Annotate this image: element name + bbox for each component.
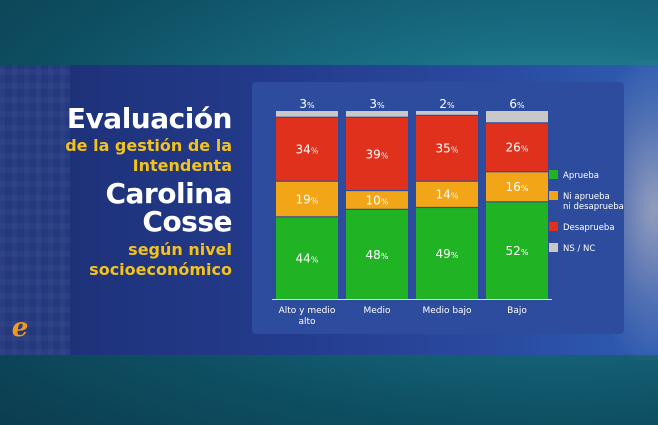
title-line-4: Carolina xyxy=(105,177,232,210)
bar-segment-aprueba-4 xyxy=(486,202,548,299)
bar-segment-aprueba-1 xyxy=(276,217,338,299)
data-label-desaprueba-4: 26% xyxy=(506,141,529,155)
x-tick-label-1: Alto y medio alto xyxy=(279,306,336,327)
legend-label-ns-nc: NS / NC xyxy=(563,244,595,254)
bar-segment-ni-aprueba-ni-desaprueba-1 xyxy=(276,181,338,217)
legend-label-ni-aprueba-ni-desaprueba: Ni aprueba ni desaprueba xyxy=(563,192,624,212)
stacked-bar-chart: 44% 19% 34% 3% Alto y medio alto 48% 10% 39% 3% Me… xyxy=(272,97,624,327)
title-line-5: Cosse xyxy=(142,205,232,238)
bar-segment-aprueba-2 xyxy=(346,209,408,299)
data-label-desaprueba-3: 35% xyxy=(436,142,459,156)
data-label-ni-aprueba-ni-desaprueba-4: 16% xyxy=(506,180,529,194)
data-label-ns-nc-3: 2% xyxy=(439,97,455,111)
x-tick-label-4: Bajo xyxy=(507,306,527,316)
title-line-3: Intendenta xyxy=(132,156,232,175)
title-line-7: socioeconómico xyxy=(89,260,232,279)
legend-swatch-ns-nc xyxy=(549,243,558,252)
data-label-ni-aprueba-ni-desaprueba-2: 10% xyxy=(366,193,389,207)
data-label-aprueba-3: 49% xyxy=(436,247,459,261)
data-label-ns-nc-2: 3% xyxy=(369,97,385,111)
title-line-2: de la gestión de la xyxy=(65,136,232,155)
data-label-aprueba-1: 44% xyxy=(296,252,319,266)
bar-segment-desaprueba-4 xyxy=(486,123,548,172)
legend-label-desaprueba: Desaprueba xyxy=(563,223,615,233)
title-line-6: según nivel xyxy=(128,240,232,259)
bar-segment-ns-nc-4 xyxy=(486,111,548,123)
brand-logo: e xyxy=(11,313,29,343)
title-line-1: Evaluación xyxy=(66,102,233,135)
data-label-ns-nc-1: 3% xyxy=(299,97,315,111)
bar-segment-ns-nc-3 xyxy=(416,111,478,115)
data-label-aprueba-2: 48% xyxy=(366,248,389,262)
data-label-ni-aprueba-ni-desaprueba-1: 19% xyxy=(296,192,319,206)
data-label-desaprueba-2: 39% xyxy=(366,147,389,161)
legend-swatch-aprueba xyxy=(549,170,558,179)
data-label-aprueba-4: 52% xyxy=(506,244,529,258)
bar-segment-ni-aprueba-ni-desaprueba-3 xyxy=(416,181,478,207)
bar-segment-ns-nc-2 xyxy=(346,111,408,117)
legend-label-aprueba: Aprueba xyxy=(563,171,599,181)
bar-segment-desaprueba-2 xyxy=(346,117,408,190)
building-backdrop xyxy=(0,65,70,355)
chart-title: Evaluación de la gestión de la Intendent… xyxy=(65,105,232,280)
data-label-desaprueba-1: 34% xyxy=(296,143,319,157)
bar-segment-ni-aprueba-ni-desaprueba-2 xyxy=(346,191,408,209)
bar-segment-desaprueba-1 xyxy=(276,117,338,181)
bar-segment-aprueba-3 xyxy=(416,208,478,299)
x-tick-label-2: Medio xyxy=(363,306,391,316)
bar-segment-ns-nc-1 xyxy=(276,111,338,117)
chart-panel: 44% 19% 34% 3% Alto y medio alto 48% 10% 39% 3% Me… xyxy=(252,82,624,334)
legend-swatch-ni-aprueba-ni-desaprueba xyxy=(549,191,558,200)
bar-segment-ni-aprueba-ni-desaprueba-4 xyxy=(486,172,548,202)
legend-swatch-desaprueba xyxy=(549,222,558,231)
bar-segment-desaprueba-3 xyxy=(416,115,478,181)
data-label-ns-nc-4: 6% xyxy=(509,97,525,111)
x-tick-label-3: Medio bajo xyxy=(422,306,472,316)
data-label-ni-aprueba-ni-desaprueba-3: 14% xyxy=(436,188,459,202)
